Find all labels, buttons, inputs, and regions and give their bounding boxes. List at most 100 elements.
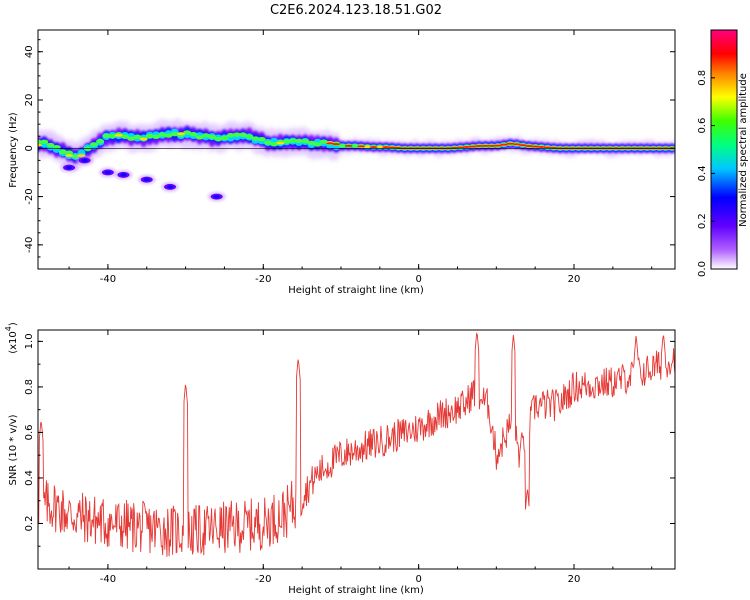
spectrogram-band-blob <box>183 130 192 135</box>
spectrogram-y-tick-label: 40 <box>24 45 35 58</box>
spectrogram-band-blob <box>83 146 92 151</box>
spectrogram-band-blob <box>58 149 67 155</box>
spectrogram-side-blob-core <box>120 173 127 177</box>
spectrogram-band-blob <box>201 133 210 138</box>
snr-y-ticks: 0.2 0.4 0.6 0.8 1.0 <box>24 333 675 547</box>
spectrogram-band-blob <box>127 136 136 141</box>
colorbar-tick-label: 0.2 <box>697 213 708 229</box>
spectrogram-band-blob <box>363 145 372 149</box>
spectrogram-y-tick-label: -20 <box>24 188 35 204</box>
spectrogram-x-tick-label: 20 <box>568 274 581 285</box>
colorbar-tick-label: 0.0 <box>697 261 708 277</box>
spectrogram-band-blob <box>326 142 335 145</box>
spectrogram-y-tick-label: 0 <box>24 145 35 151</box>
spectrogram-band-blob <box>481 144 490 147</box>
spectrogram-band-blob <box>313 142 322 147</box>
snr-x-tick-label: -40 <box>100 574 116 585</box>
colorbar-tick-label: 0.4 <box>697 165 708 181</box>
spectrogram-band-blob <box>257 137 266 142</box>
spectrogram-side-blob-core <box>104 170 111 175</box>
spectrogram-band-blob <box>357 145 366 148</box>
spectrogram-band-blob <box>301 138 310 144</box>
spectrogram-band-blob <box>518 144 527 147</box>
spectrogram-band-blob <box>338 143 347 148</box>
snr-y-multiplier-base: (x10 <box>8 331 19 354</box>
snr-x-ticks: -40 -20 0 20 <box>68 330 653 585</box>
snr-x-axis-label: Height of straight line (km) <box>288 585 424 596</box>
snr-y-tick-label: 0.4 <box>24 470 35 486</box>
spectrogram-band-blob <box>456 146 465 149</box>
spectrogram-band-blob <box>270 142 279 147</box>
spectrogram-band-blob <box>139 137 148 141</box>
spectrogram-band-blob <box>89 142 98 147</box>
spectrogram-band-blob <box>531 145 540 148</box>
spectrogram-band-blob <box>251 136 260 141</box>
spectrogram-band-blob <box>475 144 484 147</box>
snr-x-tick-label: 0 <box>415 574 421 585</box>
spectrogram-band-blob <box>524 144 533 147</box>
spectrogram-band-blob <box>506 142 515 145</box>
spectrogram-band-blob <box>369 146 378 149</box>
spectrogram-band-blob <box>38 143 42 147</box>
spectrogram-band-blob <box>96 139 105 144</box>
snr-panel: -40 -20 0 20 0.2 0.4 0.6 0.8 1.0 Height of stra… <box>4 322 676 596</box>
spectrogram-band-blob <box>189 132 198 137</box>
spectrogram-side-blob-core <box>81 158 88 162</box>
spectrogram-band-blob <box>350 143 359 148</box>
spectrogram-band-blob <box>170 131 179 137</box>
spectrogram-band-blob <box>493 144 502 147</box>
snr-y-tick-label: 0.8 <box>24 379 35 395</box>
snr-x-tick-label: 20 <box>568 574 581 585</box>
spectrogram-band-blob <box>307 140 316 146</box>
spectrogram-band-blob <box>462 145 471 148</box>
spectrogram-band-blob <box>512 143 521 146</box>
spectrogram-y-axis-label: Frequency (Hz) <box>8 112 19 188</box>
colorbar-ticks: 0.0 0.2 0.4 0.6 0.8 <box>697 70 715 277</box>
snr-y-tick-label: 0.6 <box>24 424 35 440</box>
spectrogram-band-blob <box>469 145 478 148</box>
snr-x-tick-label: -20 <box>255 574 271 585</box>
spectrogram-y-tick-label: 20 <box>24 94 35 107</box>
spectrogram-band-blob <box>102 133 111 138</box>
spectrogram-band-blob <box>176 132 185 136</box>
snr-y-tick-label: 1.0 <box>24 333 35 349</box>
spectrogram-band-blob <box>65 154 74 157</box>
spectrogram-band-blob <box>388 146 397 149</box>
colorbar-tick-label: 0.6 <box>697 118 708 134</box>
spectrogram-band-blob <box>121 134 130 139</box>
spectrogram-band-blob <box>226 133 235 138</box>
spectrogram-y-tick-label: -40 <box>24 237 35 253</box>
spectrogram-band-blob <box>245 134 254 139</box>
snr-series-line <box>38 332 675 557</box>
colorbar-label: Normalized spectral amplitude <box>738 73 749 227</box>
colorbar-gradient <box>711 30 737 269</box>
chart-title: C2E6.2024.123.18.51.G02 <box>270 3 442 18</box>
spectrogram-band-blob <box>65 150 74 155</box>
spectrogram-band-blob <box>164 133 173 138</box>
spectrogram-band-blob <box>214 136 223 142</box>
spectrogram-band-blob <box>152 134 161 139</box>
spectrogram-band-blob <box>263 140 272 145</box>
spectrogram-band-blob <box>319 139 328 144</box>
spectrogram-band-blob <box>46 142 55 148</box>
spectrogram-band-blob <box>382 146 391 149</box>
spectrogram-side-blob-core <box>143 178 150 182</box>
spectrogram-band-blob <box>195 135 204 140</box>
spectrogram-band-blob <box>114 134 123 137</box>
spectrogram-side-blob-core <box>66 166 73 170</box>
spectrogram-band-blob <box>295 138 304 144</box>
spectrogram-x-axis-label: Height of straight line (km) <box>288 285 424 296</box>
spectrogram-band-blob <box>232 132 241 137</box>
spectrogram-band-blob <box>133 134 142 140</box>
spectrogram-band-blob <box>282 139 291 144</box>
colorbar: 0.0 0.2 0.4 0.6 0.8 Normalized spectral ampl… <box>697 29 749 277</box>
spectrogram-panel: -40 -20 0 20 -40 -20 0 20 40 Height of straight… <box>8 29 676 296</box>
colorbar-tick-label: 0.8 <box>697 70 708 86</box>
spectrogram-band-blob <box>487 144 496 147</box>
svg-text:(x104): (x104) <box>4 322 19 354</box>
spectrogram-band-blob <box>375 145 384 149</box>
spectrogram-band-blob <box>239 132 248 137</box>
spectrogram-heat-layer <box>38 117 675 202</box>
snr-y-multiplier-exp: 4 <box>4 326 13 331</box>
snr-y-multiplier: (x104) <box>4 322 19 354</box>
